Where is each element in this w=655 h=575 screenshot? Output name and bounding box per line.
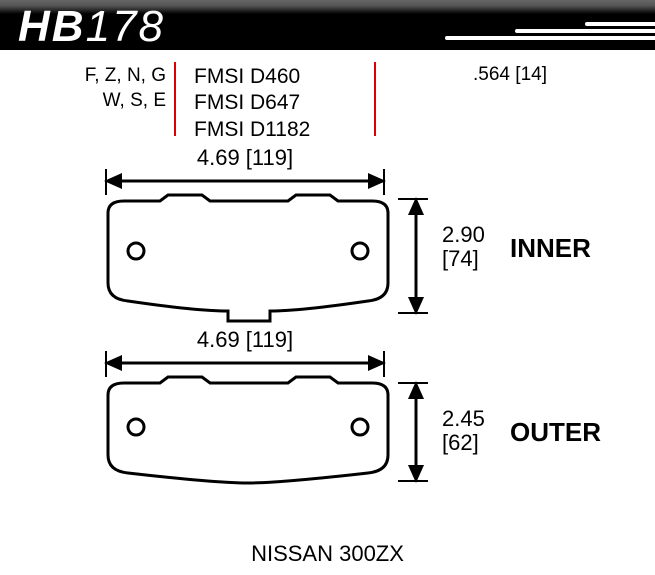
outer-width-in: 4.69 bbox=[197, 327, 240, 352]
thickness-column: .564 [14] bbox=[380, 64, 640, 143]
outer-height-dim: 2.45[62] bbox=[442, 407, 485, 455]
part-number: HB178 bbox=[18, 2, 165, 52]
outer-pad-shape bbox=[100, 375, 400, 490]
fmsi-2: FMSI D1182 bbox=[194, 117, 366, 143]
inner-height-arrow bbox=[398, 189, 438, 329]
inner-height-mm: 74 bbox=[448, 246, 472, 271]
fmsi-0: FMSI D460 bbox=[194, 64, 366, 90]
thickness-in: .564 bbox=[473, 64, 510, 85]
compounds-line1: F, Z, N, G bbox=[14, 64, 166, 89]
fmsi-column: FMSI D460 FMSI D647 FMSI D1182 bbox=[180, 64, 380, 143]
part-digits: 178 bbox=[86, 2, 165, 51]
vehicle-label: NISSAN 300ZX bbox=[0, 541, 655, 567]
inner-label: INNER bbox=[510, 233, 591, 264]
outer-height-in: 2.45 bbox=[442, 406, 485, 431]
inner-pad-shape bbox=[100, 193, 400, 323]
diagram-area: 4.69 [119] 2.90[74] INNER 4.69 [119] bbox=[0, 151, 655, 521]
compounds-column: F, Z, N, G W, S, E bbox=[0, 64, 180, 143]
inner-width-dim: 4.69 [119] bbox=[130, 145, 360, 171]
compounds-line2: W, S, E bbox=[14, 89, 166, 114]
inner-height-dim: 2.90[74] bbox=[442, 223, 485, 271]
outer-width-dim: 4.69 [119] bbox=[130, 327, 360, 353]
header-bar: HB178 bbox=[0, 0, 655, 50]
outer-height-arrow bbox=[398, 373, 438, 493]
outer-height-mm: 62 bbox=[448, 430, 472, 455]
outer-width-mm: 119 bbox=[252, 327, 287, 352]
info-row: F, Z, N, G W, S, E FMSI D460 FMSI D647 F… bbox=[0, 50, 655, 143]
inner-width-mm: 119 bbox=[252, 145, 287, 170]
part-prefix: HB bbox=[18, 2, 86, 51]
fmsi-1: FMSI D647 bbox=[194, 90, 366, 116]
outer-label: OUTER bbox=[510, 417, 601, 448]
thickness-mm: 14 bbox=[521, 64, 542, 85]
inner-width-in: 4.69 bbox=[197, 145, 240, 170]
header-stripes bbox=[395, 22, 655, 46]
inner-height-in: 2.90 bbox=[442, 222, 485, 247]
